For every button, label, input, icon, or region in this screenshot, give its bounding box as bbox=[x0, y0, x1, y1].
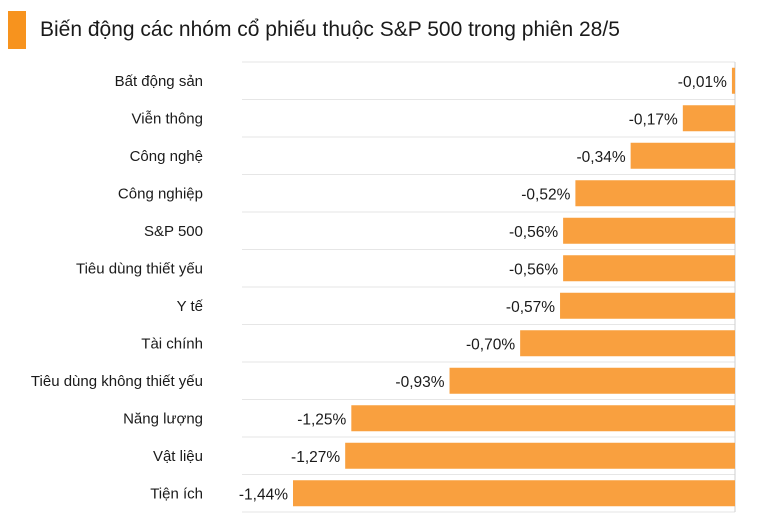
title-bar: Biến động các nhóm cổ phiếu thuộc S&P 50… bbox=[8, 8, 620, 52]
data-label: -0,70% bbox=[466, 336, 515, 353]
bar bbox=[563, 255, 735, 282]
data-label: -0,56% bbox=[509, 261, 558, 278]
bars-layer bbox=[293, 67, 735, 507]
bar bbox=[345, 442, 735, 469]
data-label: -0,57% bbox=[506, 299, 555, 316]
category-labels: Bất động sản Viễn thông Công nghệ Công nghi… bbox=[31, 73, 204, 503]
category-label: Tiện ích bbox=[150, 485, 203, 502]
chart-title: Biến động các nhóm cổ phiếu thuộc S&P 50… bbox=[40, 18, 620, 41]
category-label: S&P 500 bbox=[144, 223, 203, 240]
data-label: -0,01% bbox=[678, 74, 727, 91]
bar bbox=[575, 180, 735, 207]
title-accent-bar bbox=[8, 11, 26, 49]
value-labels: -0,01% -0,17% -0,34% -0,52% -0,56% -0,56% -0,5… bbox=[239, 74, 727, 504]
bar bbox=[563, 217, 735, 244]
bar bbox=[520, 330, 735, 357]
grid-layer bbox=[242, 61, 736, 513]
category-label: Công nghệ bbox=[130, 148, 203, 165]
data-label: -1,25% bbox=[297, 411, 346, 428]
category-label: Viễn thông bbox=[132, 110, 203, 127]
data-label: -0,17% bbox=[629, 111, 678, 128]
category-label: Y tế bbox=[177, 298, 204, 315]
data-label: -0,56% bbox=[509, 224, 558, 241]
data-label: -0,34% bbox=[577, 149, 626, 166]
bar bbox=[731, 67, 735, 94]
bar bbox=[630, 142, 735, 169]
bar bbox=[560, 292, 735, 319]
category-label: Vật liệu bbox=[153, 448, 203, 465]
bar bbox=[449, 367, 735, 394]
category-label: Công nghiệp bbox=[118, 185, 203, 202]
bar bbox=[682, 105, 735, 132]
category-label: Tiêu dùng không thiết yếu bbox=[31, 373, 203, 390]
data-label: -1,44% bbox=[239, 486, 288, 503]
category-label: Tiêu dùng thiết yếu bbox=[76, 260, 203, 277]
category-label: Năng lượng bbox=[123, 410, 203, 427]
category-label: Bất động sản bbox=[115, 73, 203, 90]
bar bbox=[293, 480, 735, 507]
data-label: -0,52% bbox=[521, 186, 570, 203]
bar bbox=[351, 405, 735, 432]
category-label: Tài chính bbox=[141, 335, 203, 352]
data-label: -0,93% bbox=[395, 374, 444, 391]
data-label: -1,27% bbox=[291, 449, 340, 466]
